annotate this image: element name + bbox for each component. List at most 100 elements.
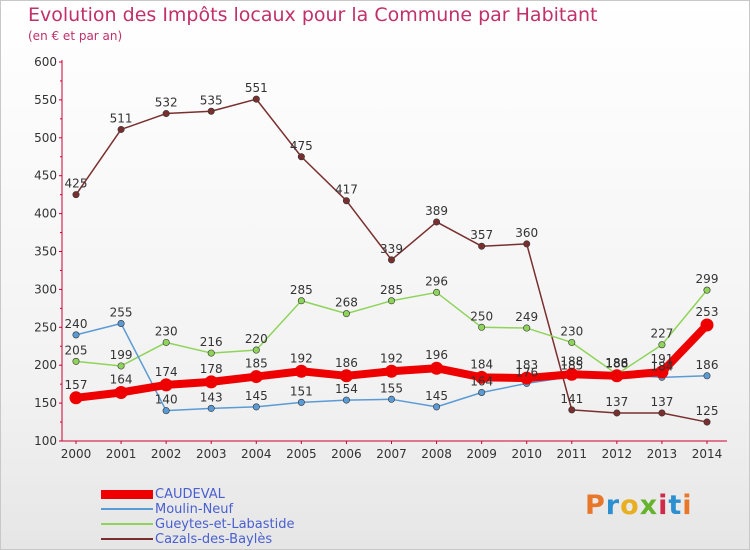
data-label-moulin-neuf: 188 <box>605 356 628 370</box>
data-label-moulin-neuf: 164 <box>470 374 493 388</box>
data-point-cazals <box>613 409 621 417</box>
data-label-gueytes: 216 <box>200 335 223 349</box>
data-point-gueytes <box>478 323 486 331</box>
logo-letter: r <box>605 490 621 521</box>
data-point-moulin-neuf <box>117 320 125 328</box>
data-label-caudeval: 196 <box>425 348 448 362</box>
data-point-caudeval <box>385 364 398 378</box>
data-point-caudeval <box>159 378 173 392</box>
data-label-gueytes: 285 <box>380 283 403 297</box>
y-tick-label: 150 <box>34 396 57 410</box>
data-label-gueytes: 249 <box>515 310 538 324</box>
data-point-moulin-neuf <box>387 395 395 403</box>
y-tick-label: 600 <box>34 55 57 69</box>
data-label-gueytes: 230 <box>155 324 178 338</box>
data-point-cazals <box>252 95 260 103</box>
data-point-moulin-neuf <box>703 372 711 380</box>
y-tick-label: 300 <box>34 282 57 296</box>
y-tick-label: 500 <box>34 131 57 145</box>
data-point-caudeval <box>655 365 669 379</box>
data-label-moulin-neuf: 255 <box>110 306 133 320</box>
data-point-caudeval <box>520 371 534 385</box>
x-tick-label: 2014 <box>692 447 723 461</box>
x-tick-label: 2007 <box>376 447 407 461</box>
data-label-gueytes: 250 <box>470 309 493 323</box>
data-label-cazals: 425 <box>65 177 88 191</box>
y-tick-label: 550 <box>34 93 57 107</box>
data-point-gueytes <box>433 288 441 296</box>
data-point-cazals <box>297 153 305 161</box>
data-point-gueytes <box>162 338 170 346</box>
data-label-cazals: 535 <box>200 93 223 107</box>
data-point-moulin-neuf <box>162 407 170 415</box>
logo-letter: P <box>585 490 606 521</box>
data-point-caudeval <box>249 370 263 384</box>
data-label-moulin-neuf: 143 <box>200 390 223 404</box>
data-point-moulin-neuf <box>342 396 350 404</box>
data-label-gueytes: 268 <box>335 296 358 310</box>
data-label-gueytes: 296 <box>425 274 448 288</box>
data-label-gueytes: 220 <box>245 332 268 346</box>
data-label-caudeval: 184 <box>470 357 493 371</box>
data-label-moulin-neuf: 155 <box>380 381 403 395</box>
x-tick-label: 2012 <box>602 447 633 461</box>
data-label-caudeval: 164 <box>110 372 133 386</box>
data-label-caudeval: 188 <box>560 354 583 368</box>
x-tick-label: 2001 <box>106 447 137 461</box>
logo-letter: i <box>658 490 669 521</box>
data-label-moulin-neuf: 240 <box>65 317 88 331</box>
x-tick-label: 2010 <box>511 447 542 461</box>
data-label-gueytes: 188 <box>605 356 628 370</box>
data-point-caudeval <box>69 391 83 405</box>
data-point-gueytes <box>387 297 395 305</box>
data-label-moulin-neuf: 186 <box>696 358 719 372</box>
data-point-cazals <box>568 406 576 414</box>
data-label-caudeval: 185 <box>245 357 268 371</box>
legend-label: CAUDEVAL <box>155 486 225 502</box>
data-point-caudeval <box>204 375 218 389</box>
data-label-caudeval: 174 <box>155 365 178 379</box>
legend-label: Cazals-des-Baylès <box>155 531 273 547</box>
data-label-gueytes: 227 <box>650 327 673 341</box>
data-point-gueytes <box>523 324 531 332</box>
data-point-moulin-neuf <box>297 398 305 406</box>
data-point-moulin-neuf <box>207 404 215 412</box>
data-point-caudeval <box>700 318 714 332</box>
data-label-moulin-neuf: 140 <box>155 393 178 407</box>
data-label-moulin-neuf: 184 <box>650 359 673 373</box>
data-point-cazals <box>387 256 395 264</box>
legend-item-moulin-neuf: Moulin-Neuf <box>101 501 233 517</box>
data-label-cazals: 357 <box>470 228 493 242</box>
data-label-caudeval: 186 <box>335 356 358 370</box>
legend-item-gueytes: Gueytes-et-Labastide <box>101 516 295 532</box>
legend-swatch-gueytes <box>101 523 153 525</box>
data-label-moulin-neuf: 185 <box>560 359 583 373</box>
legend-swatch-caudeval <box>101 489 153 499</box>
x-tick-label: 2006 <box>331 447 362 461</box>
data-point-cazals <box>162 110 170 118</box>
data-label-gueytes: 230 <box>560 324 583 338</box>
data-point-cazals <box>433 218 441 226</box>
x-tick-label: 2013 <box>647 447 678 461</box>
x-tick-label: 2003 <box>196 447 227 461</box>
data-point-gueytes <box>658 341 666 349</box>
data-point-caudeval <box>610 369 624 383</box>
data-point-gueytes <box>72 357 80 365</box>
y-tick-label: 450 <box>34 169 57 183</box>
data-point-cazals <box>207 107 215 115</box>
data-label-cazals: 137 <box>605 395 628 409</box>
data-label-caudeval: 157 <box>65 378 88 392</box>
data-label-moulin-neuf: 154 <box>335 382 358 396</box>
data-label-caudeval: 191 <box>650 352 673 366</box>
data-label-cazals: 475 <box>290 139 313 153</box>
data-point-cazals <box>117 125 125 133</box>
data-label-cazals: 137 <box>650 395 673 409</box>
legend-item-cazals: Cazals-des-Baylès <box>101 531 272 547</box>
data-label-caudeval: 192 <box>380 351 403 365</box>
y-tick-label: 100 <box>34 434 57 448</box>
data-label-cazals: 389 <box>425 204 448 218</box>
data-label-gueytes: 285 <box>290 283 313 297</box>
data-label-cazals: 125 <box>696 404 719 418</box>
data-label-caudeval: 178 <box>200 362 223 376</box>
